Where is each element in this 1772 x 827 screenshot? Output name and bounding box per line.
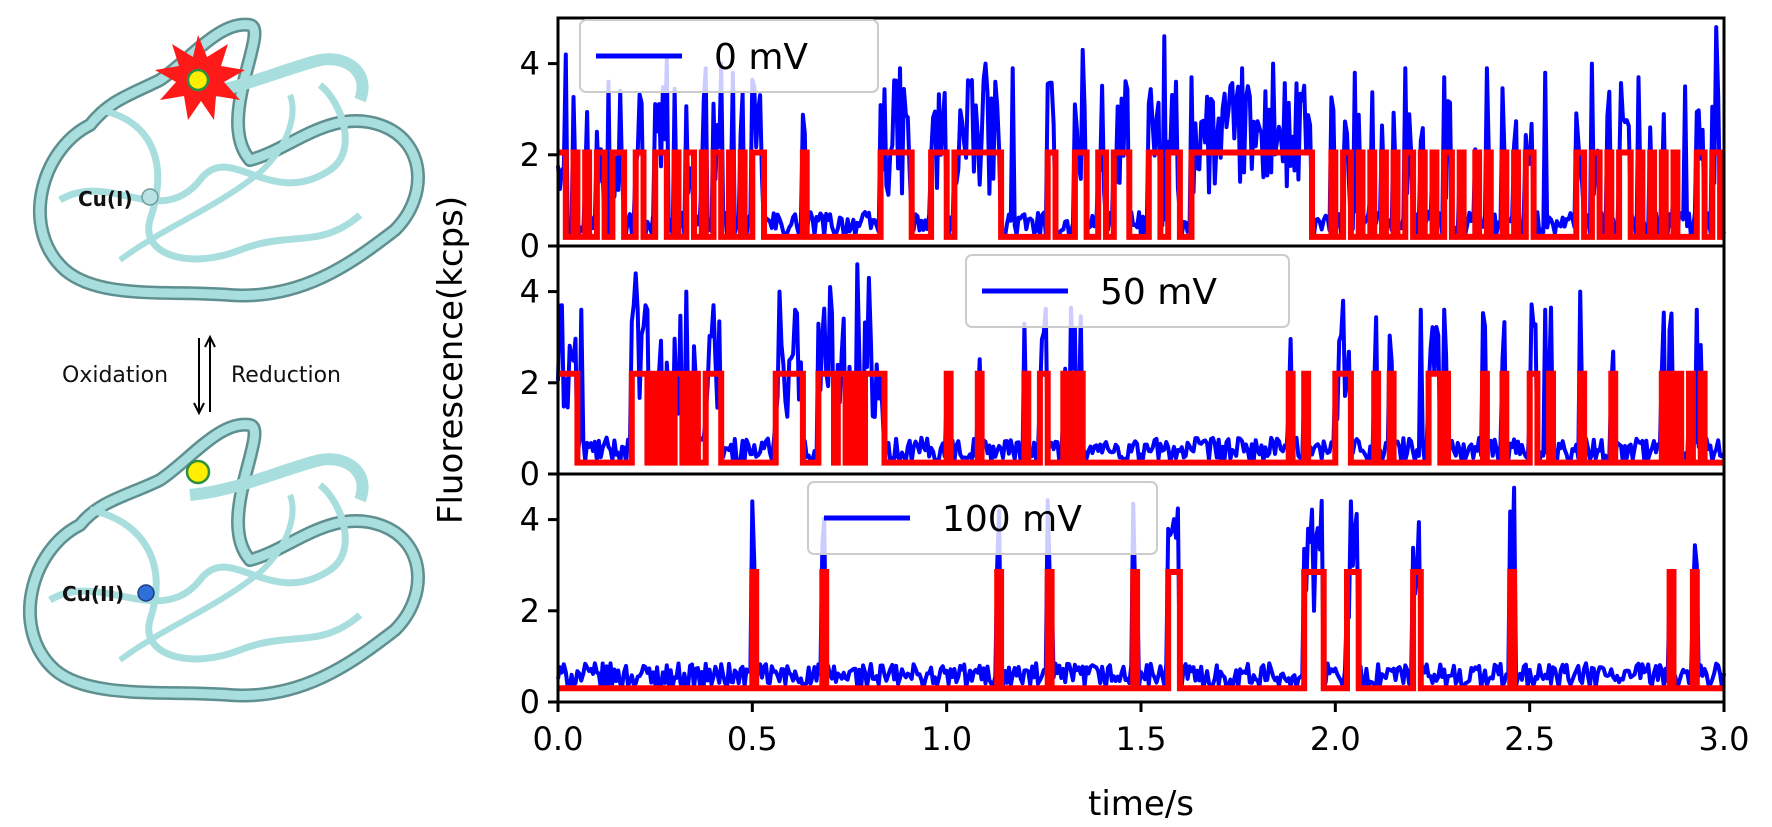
y-tick-label: 2: [520, 136, 540, 174]
fitted-two-state-trace: [558, 370, 1724, 466]
legend-label: 0 mV: [714, 37, 808, 78]
fluorophore-bottom: [185, 459, 211, 485]
cu2-sphere: [137, 584, 155, 602]
reduction-label: Reduction: [231, 363, 341, 388]
protein-ribbon-strand: [48, 482, 349, 605]
y-tick-label: 2: [520, 364, 540, 402]
protein-redox-diagram: Cu(I) Oxidation Reduction Cu(II): [22, 17, 425, 703]
x-tick-label: 0.0: [533, 720, 584, 758]
legend-box: [965, 254, 1290, 328]
protein-ribbon-strand: [58, 82, 349, 205]
oxidation-label: Oxidation: [62, 363, 168, 388]
x-tick-label: 2.0: [1310, 720, 1361, 758]
legend-label: 50 mV: [1100, 272, 1217, 313]
protein-ribbon-strand: [118, 493, 296, 663]
protein-ribbon-strand: [99, 106, 363, 263]
y-tick-label: 4: [520, 501, 540, 539]
fluorophore-top: [186, 68, 210, 92]
y-tick-label: 0: [520, 683, 540, 721]
fitted-two-state-trace: [558, 569, 1724, 692]
cu2-label: Cu(II): [62, 582, 124, 606]
panel-0mv: 0 2 4 0 mV: [520, 16, 1726, 265]
cu1-label: Cu(I): [78, 187, 133, 211]
raw-fluorescence-trace: [556, 485, 1726, 691]
x-tick-label: 3.0: [1699, 720, 1750, 758]
panel-100mv: 0 2 4 100 mV: [520, 472, 1726, 721]
x-tick-label: 1.5: [1116, 720, 1167, 758]
oxidized-protein-illustration: Cu(II): [22, 417, 425, 703]
oxidation-arrow-head: [193, 402, 205, 416]
cu1-sphere: [141, 188, 159, 206]
x-axis: 0.0 0.5 1.0 1.5 2.0 2.5 3.0: [533, 702, 1750, 758]
x-axis-label: time/s: [1088, 784, 1194, 824]
x-tick-label: 1.0: [921, 720, 972, 758]
protein-ribbon-fill: [35, 20, 423, 300]
y-tick-label: 0: [520, 455, 540, 493]
panel-50mv: 0 2 4 50 mV: [520, 244, 1726, 493]
protein-ribbon-strand: [118, 93, 296, 263]
redox-arrows: Oxidation Reduction: [62, 334, 341, 416]
y-tick-label: 0: [520, 227, 540, 265]
fitted-two-state-trace: [558, 149, 1724, 240]
protein-ribbon-strand: [189, 53, 369, 103]
legend-box: [579, 19, 879, 93]
legend-label: 100 mV: [942, 499, 1082, 540]
y-tick-label: 2: [520, 592, 540, 630]
reduced-protein-illustration: Cu(I): [32, 17, 425, 303]
protein-ribbon-strand: [189, 453, 369, 503]
y-axis-label: Fluorescence(kcps): [431, 196, 471, 524]
x-tick-label: 2.5: [1504, 720, 1555, 758]
reduction-arrow-head: [204, 334, 216, 348]
protein-ribbon-strand: [89, 506, 363, 663]
x-tick-label: 0.5: [727, 720, 778, 758]
y-tick-label: 4: [520, 273, 540, 311]
legend-box: [807, 481, 1158, 555]
protein-ribbon-fill: [25, 420, 423, 700]
y-tick-label: 4: [520, 45, 540, 83]
fluorescence-trace-chart: 0 2 4 0 mV 0 2 4 50 mV 0 2 4 100 mV 0.0 0.5 1.0 1.5 2…: [431, 16, 1750, 824]
